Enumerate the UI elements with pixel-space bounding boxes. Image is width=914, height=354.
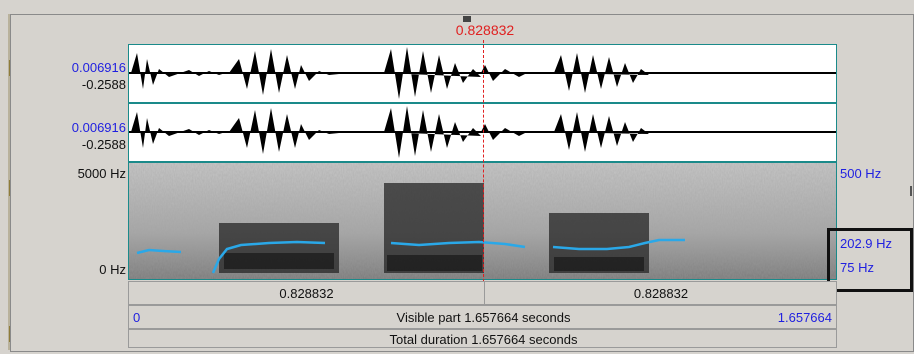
visible-end-time: 1.657664 [777,310,832,325]
waveform-channel-1[interactable] [128,44,837,103]
right-edge-tick [910,186,912,196]
waveform-2-graphic [129,106,836,158]
waveform-1-graphic [129,47,836,99]
spectrogram-graphic [129,163,836,279]
right-segment-duration[interactable]: 0.828832 [633,286,689,301]
visible-part-label[interactable]: Visible part 1.657664 seconds [396,310,571,325]
selection-segment-bar[interactable]: 0.828832 0.828832 [128,281,837,305]
channel1-min-label: -0.2588 [81,77,126,92]
cursor-handle[interactable] [463,16,471,22]
pitch-value-label: 202.9 Hz [840,236,893,251]
pitch-floor-label: 75 Hz [840,260,874,275]
spectrogram-bottom-freq-label: 0 Hz [99,262,126,277]
pitch-readout-box [827,228,913,292]
waveform-channel-2[interactable] [128,103,837,162]
total-duration-bar[interactable]: Total duration 1.657664 seconds [128,329,837,348]
spectrogram-top-freq-label: 5000 Hz [77,166,126,181]
channel2-min-label: -0.2588 [81,137,126,152]
pitch-ceiling-label: 500 Hz [840,166,882,181]
segment-divider [484,282,485,304]
spectrogram-panel[interactable] [128,162,837,280]
channel2-max-label: 0.006916 [71,120,126,135]
total-duration-label[interactable]: Total duration 1.657664 seconds [389,332,578,347]
visible-part-bar[interactable]: 0 Visible part 1.657664 seconds 1.657664 [128,305,837,329]
channel1-max-label: 0.006916 [71,60,126,75]
visible-start-time: 0 [133,310,141,325]
left-segment-duration[interactable]: 0.828832 [279,286,334,301]
cursor-line[interactable] [483,40,484,282]
cursor-time-readout: 0.828832 [455,22,515,38]
